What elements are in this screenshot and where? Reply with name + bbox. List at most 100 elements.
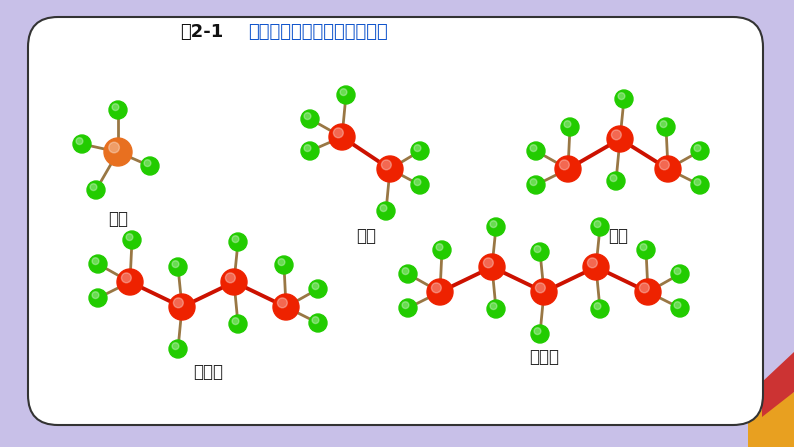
Circle shape bbox=[487, 300, 505, 318]
Circle shape bbox=[381, 160, 391, 170]
Text: 正丁烷: 正丁烷 bbox=[193, 363, 223, 381]
Circle shape bbox=[76, 138, 83, 144]
Text: 丙烷: 丙烷 bbox=[608, 227, 628, 245]
Circle shape bbox=[535, 283, 545, 293]
Circle shape bbox=[527, 142, 545, 160]
Circle shape bbox=[126, 234, 133, 240]
Circle shape bbox=[278, 259, 285, 266]
Circle shape bbox=[87, 181, 105, 199]
Circle shape bbox=[141, 157, 159, 175]
Circle shape bbox=[329, 124, 355, 150]
Circle shape bbox=[312, 283, 319, 290]
Circle shape bbox=[591, 218, 609, 236]
Circle shape bbox=[607, 172, 625, 190]
Circle shape bbox=[484, 258, 493, 268]
Circle shape bbox=[337, 86, 355, 104]
Circle shape bbox=[531, 243, 549, 261]
Circle shape bbox=[273, 294, 299, 320]
Circle shape bbox=[402, 268, 409, 274]
Circle shape bbox=[674, 302, 681, 308]
Text: 图2-1: 图2-1 bbox=[180, 23, 223, 41]
Circle shape bbox=[615, 90, 633, 108]
Circle shape bbox=[411, 142, 429, 160]
Text: 正戊烷: 正戊烷 bbox=[529, 348, 559, 366]
Circle shape bbox=[534, 246, 541, 253]
Circle shape bbox=[144, 160, 151, 167]
Circle shape bbox=[490, 303, 497, 309]
Circle shape bbox=[588, 258, 597, 268]
Circle shape bbox=[309, 280, 327, 298]
Circle shape bbox=[607, 126, 633, 152]
Circle shape bbox=[691, 142, 709, 160]
Circle shape bbox=[173, 298, 183, 308]
Circle shape bbox=[414, 179, 421, 186]
Circle shape bbox=[530, 145, 537, 152]
Circle shape bbox=[490, 221, 497, 228]
Circle shape bbox=[487, 218, 505, 236]
Circle shape bbox=[229, 233, 247, 251]
Circle shape bbox=[121, 273, 131, 283]
Text: 甲烷: 甲烷 bbox=[108, 210, 128, 228]
Circle shape bbox=[555, 156, 581, 182]
Circle shape bbox=[694, 145, 701, 152]
Circle shape bbox=[637, 241, 655, 259]
Circle shape bbox=[377, 202, 395, 220]
Circle shape bbox=[117, 269, 143, 295]
Circle shape bbox=[275, 256, 293, 274]
Circle shape bbox=[611, 130, 621, 140]
Circle shape bbox=[527, 176, 545, 194]
Circle shape bbox=[169, 340, 187, 358]
Circle shape bbox=[560, 160, 569, 170]
Circle shape bbox=[561, 118, 579, 136]
FancyBboxPatch shape bbox=[28, 17, 763, 425]
Circle shape bbox=[104, 138, 132, 166]
Circle shape bbox=[340, 89, 347, 96]
Circle shape bbox=[123, 231, 141, 249]
Circle shape bbox=[112, 104, 119, 110]
Circle shape bbox=[639, 283, 649, 293]
Circle shape bbox=[411, 176, 429, 194]
Circle shape bbox=[232, 236, 239, 243]
Circle shape bbox=[640, 244, 647, 250]
Circle shape bbox=[674, 268, 681, 274]
Circle shape bbox=[657, 118, 675, 136]
Polygon shape bbox=[762, 352, 794, 417]
Circle shape bbox=[221, 269, 247, 295]
Circle shape bbox=[225, 273, 235, 283]
Circle shape bbox=[433, 241, 451, 259]
Circle shape bbox=[531, 279, 557, 305]
Circle shape bbox=[169, 258, 187, 276]
Circle shape bbox=[414, 145, 421, 152]
Circle shape bbox=[436, 244, 443, 250]
Circle shape bbox=[534, 328, 541, 334]
Circle shape bbox=[377, 156, 403, 182]
Circle shape bbox=[427, 279, 453, 305]
Circle shape bbox=[109, 142, 119, 153]
Circle shape bbox=[671, 265, 689, 283]
Circle shape bbox=[591, 300, 609, 318]
Circle shape bbox=[90, 184, 97, 190]
Circle shape bbox=[169, 294, 195, 320]
Circle shape bbox=[635, 279, 661, 305]
Circle shape bbox=[229, 315, 247, 333]
Text: 乙烷: 乙烷 bbox=[356, 227, 376, 245]
Circle shape bbox=[277, 298, 287, 308]
Circle shape bbox=[671, 299, 689, 317]
Circle shape bbox=[172, 261, 179, 268]
Circle shape bbox=[92, 258, 99, 265]
Circle shape bbox=[301, 110, 319, 128]
Circle shape bbox=[618, 93, 625, 100]
Circle shape bbox=[109, 101, 127, 119]
Circle shape bbox=[694, 179, 701, 186]
Circle shape bbox=[301, 142, 319, 160]
Circle shape bbox=[232, 318, 239, 325]
Circle shape bbox=[660, 121, 667, 127]
Circle shape bbox=[583, 254, 609, 280]
Circle shape bbox=[531, 325, 549, 343]
Circle shape bbox=[309, 314, 327, 332]
Circle shape bbox=[304, 113, 311, 119]
Circle shape bbox=[431, 283, 441, 293]
Circle shape bbox=[89, 289, 107, 307]
Circle shape bbox=[333, 128, 343, 138]
Circle shape bbox=[304, 145, 311, 152]
